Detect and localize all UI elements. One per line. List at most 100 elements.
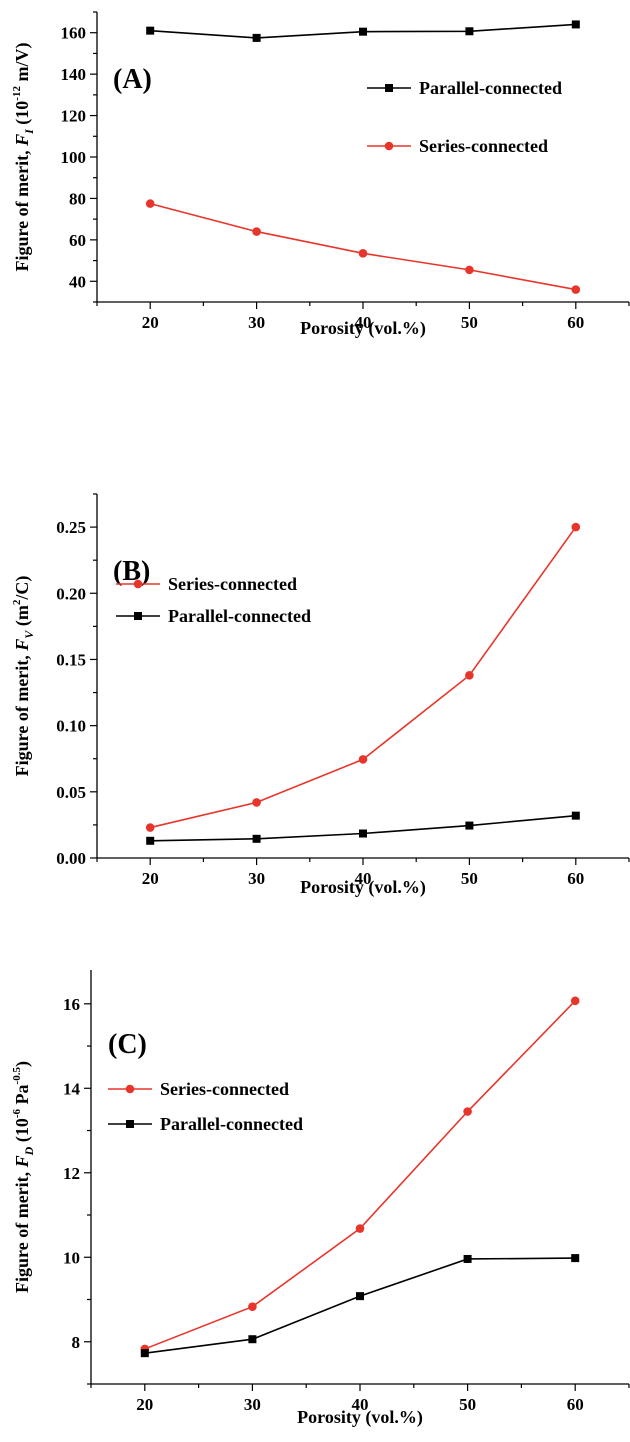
y-tick-label: 0.20 [56,584,86,603]
x-tick-label: 20 [136,1395,153,1414]
y-tick-label: 12 [63,1164,80,1183]
x-tick-label: 30 [248,313,265,332]
y-axis-title: Figure of merit, FD (10-6 Pa-0.5) [11,1061,36,1293]
chart-panel-b: 20 30 40 50 60 0.00 0.05 0.10 0.15 0.20 0.25 Porosi… [11,493,630,898]
data-point [252,33,261,42]
series-parallel-connected [140,1254,580,1358]
data-point [358,249,368,258]
legend-label: Series-connected [160,1079,289,1099]
data-point [465,27,474,36]
legend-marker [133,579,143,589]
legend-item: Series-connected [108,1079,289,1099]
x-tick-label: 30 [244,1395,261,1414]
legend-item: Parallel-connected [108,1114,303,1134]
x-tick-label: 60 [567,1395,584,1414]
legend-label: Parallel-connected [419,78,562,98]
data-point [145,823,155,832]
legend-marker [385,84,393,92]
y-tick-label: 16 [63,995,80,1014]
chart-panel-a: 20 30 40 50 60 40 60 80 100 120 140 160 Porosity (vo… [11,11,630,339]
y-tick-label: 10 [63,1248,80,1267]
data-point [252,798,261,807]
chart-panel-c: 20 30 40 50 60 8 10 12 14 16 Porosity (vol.%) Figur… [11,970,630,1428]
x-tick-label: 50 [459,1395,476,1414]
data-point [146,836,155,845]
y-tick-label: 40 [69,272,86,291]
data-point [145,199,155,208]
legend-label: Parallel-connected [160,1114,303,1134]
y-tick-label: 120 [61,107,87,126]
y-tick-label: 140 [61,65,87,84]
data-point [571,285,581,294]
data-point [359,27,367,36]
legend: Parallel-connected Series-connected [367,78,562,156]
data-point [465,821,474,830]
legend-marker [125,1084,135,1094]
x-tick-label: 40 [355,313,372,332]
panel-label: (A) [113,64,152,95]
x-tick-label: 30 [248,869,265,888]
series-line [150,526,577,829]
y-tick-label: 160 [61,24,87,43]
data-point [358,755,368,764]
data-point [571,522,581,532]
series-series-connected [145,522,581,832]
legend-marker [384,141,394,151]
x-tick-label: 60 [567,313,584,332]
series-parallel-connected [146,20,580,42]
data-point [463,1107,472,1116]
data-point [465,671,474,680]
series-line [144,1257,576,1354]
y-tick-label: 0.15 [56,650,86,669]
legend-item: Series-connected [116,574,297,594]
y-tick-label: 0.10 [56,717,86,736]
series-line [149,202,576,291]
data-point [146,26,155,35]
legend-marker [126,1120,134,1128]
legend-item: Series-connected [367,136,548,156]
data-point [356,1292,364,1301]
legend-marker [134,612,142,620]
x-tick-label: 20 [142,313,159,332]
x-axis-title: Porosity (vol.%) [300,877,426,898]
data-point [571,1254,580,1263]
x-axis-title: Porosity (vol.%) [300,318,426,339]
x-tick-label: 20 [142,869,159,888]
legend: Series-connected Parallel-connected [116,574,311,626]
data-point [359,829,367,838]
legend-item: Parallel-connected [116,606,311,626]
x-tick-label: 50 [461,313,478,332]
data-point [571,20,580,29]
x-tick-label: 50 [461,869,478,888]
data-point [465,265,474,275]
data-point [140,1349,149,1358]
y-tick-label: 0.00 [56,849,86,868]
data-point [463,1254,472,1263]
y-tick-label: 80 [69,189,86,208]
panel-label: (B) [113,556,150,587]
data-point [571,811,580,820]
y-tick-label: 8 [72,1333,81,1352]
legend-label: Parallel-connected [168,606,311,626]
series-parallel-connected [146,811,580,845]
data-point [248,1302,257,1311]
legend-item: Parallel-connected [367,78,562,98]
y-axis-title: Figure of merit, FV (m2/C) [11,576,36,777]
x-tick-label: 40 [352,1395,369,1414]
y-tick-label: 60 [69,231,86,250]
y-tick-label: 0.25 [56,518,86,537]
legend-label: Series-connected [419,136,548,156]
panel-label: (C) [108,1029,147,1060]
y-tick-label: 0.05 [56,783,86,802]
x-axis-title: Porosity (vol.%) [297,1407,423,1428]
legend: Series-connected Parallel-connected [108,1079,303,1134]
data-point [248,1335,257,1344]
x-tick-label: 60 [567,869,584,888]
x-tick-label: 40 [355,869,372,888]
data-point [252,834,261,843]
data-point [252,227,261,236]
y-tick-label: 100 [61,148,87,167]
y-axis-title: Figure of merit, FI (10-12 m/V) [11,43,36,272]
data-point [355,1224,365,1233]
